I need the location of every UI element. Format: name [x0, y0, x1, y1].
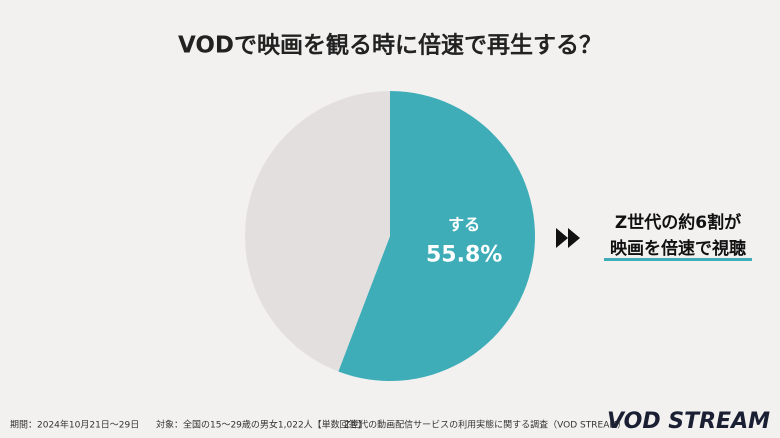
annotation: 映画を倍速で視聴: [610, 238, 746, 259]
value-label: 55.8%: [426, 243, 502, 268]
slice-label: する: [448, 215, 480, 234]
chart-title: VODで映画を観る時に倍速で再生する？: [178, 32, 602, 59]
footnote: 対象：全国の15〜29歳の男女1,022人【単数回答】: [156, 419, 367, 431]
arrow-icon: [556, 228, 580, 248]
footnote: 期間：2024年10月21日〜29日: [10, 419, 139, 431]
pie-slice: [338, 91, 535, 381]
logo: VOD STREAM: [607, 409, 770, 434]
pie-slice: [245, 90, 390, 372]
footnote: Z世代の動画配信サービスの利用実態に関する調査（VOD STREAM）: [344, 419, 626, 431]
annotation: Z世代の約6割が: [615, 212, 741, 233]
underline: [604, 258, 752, 261]
